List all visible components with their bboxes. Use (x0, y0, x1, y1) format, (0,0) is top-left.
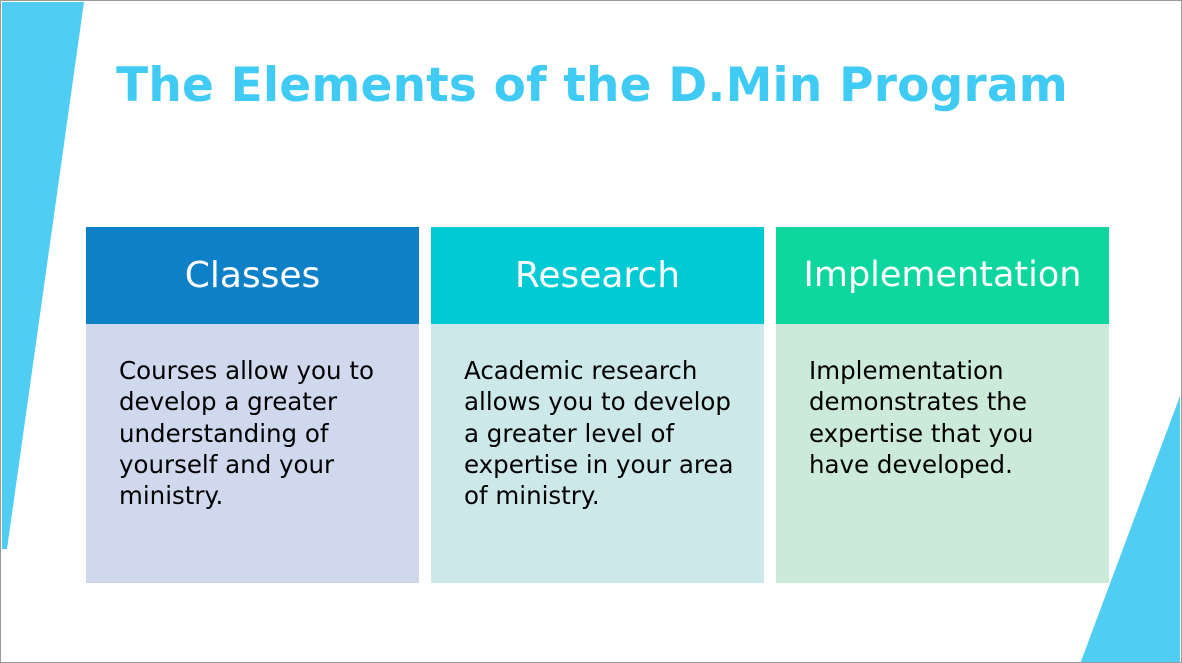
column-body-research: Academic research allows you to develop … (431, 324, 764, 583)
column-card-classes[interactable]: Classes Courses allow you to develop a g… (86, 227, 419, 583)
column-header-implementation: Implementation (776, 227, 1109, 324)
column-card-research[interactable]: Research Academic research allows you to… (431, 227, 764, 583)
page-title: The Elements of the D.Min Program (116, 58, 1068, 113)
column-header-classes: Classes (86, 227, 419, 324)
column-header-research: Research (431, 227, 764, 324)
column-card-implementation[interactable]: Implementation Implementation demonstrat… (776, 227, 1109, 583)
elements-columns: Classes Courses allow you to develop a g… (86, 227, 1111, 583)
column-body-implementation: Implementation demonstrates the expertis… (776, 324, 1109, 583)
column-body-classes: Courses allow you to develop a greater u… (86, 324, 419, 583)
